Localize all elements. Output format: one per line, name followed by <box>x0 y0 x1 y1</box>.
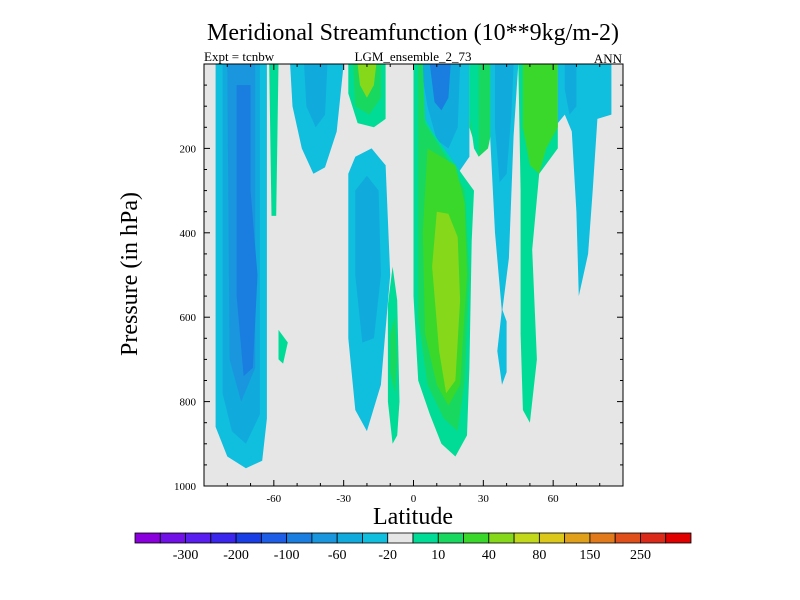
colorbar-label: -200 <box>223 548 249 563</box>
colorbar-swatch <box>235 532 262 544</box>
colorbar-swatch <box>513 532 540 544</box>
colorbar-label: -300 <box>173 548 199 563</box>
chart-title: Meridional Streamfunction (10**9kg/m-2) <box>207 20 619 46</box>
x-tick-label: 60 <box>548 493 560 505</box>
colorbar-swatch <box>614 532 641 544</box>
run-label: LGM_ensemble_2_73 <box>355 49 472 64</box>
contour-region-nh-ferrel-core <box>522 64 558 174</box>
colorbar-swatch <box>336 532 363 544</box>
contour-region-eq-green-strip-core <box>390 317 398 394</box>
y-axis-label: Pressure (in hPa) <box>117 192 143 356</box>
contour-region-mid-blue-core <box>355 175 381 343</box>
colorbar-swatch <box>412 532 439 544</box>
contour-region-nh-polar-core <box>564 64 577 115</box>
contour-region-sh-cell-core <box>236 85 258 377</box>
contour-region-nh-hadley-core <box>432 211 461 394</box>
season-label: ANN <box>594 51 623 66</box>
colorbar-swatch <box>260 532 288 544</box>
colorbar-swatch <box>589 532 616 544</box>
colorbar-swatch <box>437 532 464 544</box>
colorbar-swatch <box>134 532 161 544</box>
y-tick-label: 400 <box>180 228 197 240</box>
contour-region-nh-polar-outer <box>557 64 612 297</box>
colorbar-swatch <box>362 532 389 544</box>
y-axis-ticks: 200 400 600 800 1000 <box>174 63 623 493</box>
colorbar-label: -100 <box>274 548 300 563</box>
colorbar: -300 -200 -100 -60 -20 10 40 80 150 250 <box>134 532 692 563</box>
contour-region-eq-blue-top-core <box>429 64 451 111</box>
x-tick-label: -60 <box>266 493 281 505</box>
colorbar-label: 250 <box>630 548 651 563</box>
y-tick-label: 800 <box>180 397 197 409</box>
colorbar-label: 10 <box>431 548 445 563</box>
colorbar-swatch <box>640 532 667 544</box>
colorbar-swatch <box>311 532 338 544</box>
contour-region-ferrel-strip <box>269 64 279 216</box>
x-axis-label: Latitude <box>373 504 453 530</box>
y-tick-label: 600 <box>180 312 197 324</box>
contour-region-nh-green-upper-outer <box>469 64 479 157</box>
contour-regions <box>215 64 612 469</box>
colorbar-swatch <box>185 532 212 544</box>
colorbar-swatch <box>286 532 313 544</box>
contour-region-trop-green-core <box>357 64 377 98</box>
expt-label: Expt = tcnbw <box>204 49 275 64</box>
colorbar-label: -60 <box>328 548 347 563</box>
y-tick-label: 1000 <box>174 481 197 493</box>
contour-region-nh-cyan-strip-core <box>495 64 514 183</box>
contour-region-small-blue-blob <box>497 308 507 385</box>
colorbar-swatch <box>665 532 692 544</box>
colorbar-swatch <box>159 532 186 544</box>
colorbar-label: 40 <box>482 548 496 563</box>
x-tick-label: 30 <box>478 493 490 505</box>
x-axis-ticks: -60 -30 0 30 60 <box>203 64 624 505</box>
y-tick-label: 200 <box>180 143 197 155</box>
colorbar-swatch <box>463 532 490 544</box>
contour-region-small-green-blob <box>278 329 288 364</box>
colorbar-label: -20 <box>378 548 397 563</box>
colorbar-swatch <box>210 532 237 544</box>
x-tick-label: 0 <box>411 493 417 505</box>
colorbar-swatch <box>387 532 414 544</box>
x-tick-label: -30 <box>336 493 351 505</box>
colorbar-label: 80 <box>532 548 546 563</box>
colorbar-swatch <box>488 532 515 544</box>
colorbar-label: 150 <box>579 548 600 563</box>
contour-region-nh-mid-core <box>304 64 328 128</box>
colorbar-swatch <box>538 532 566 544</box>
colorbar-swatch <box>564 532 591 544</box>
